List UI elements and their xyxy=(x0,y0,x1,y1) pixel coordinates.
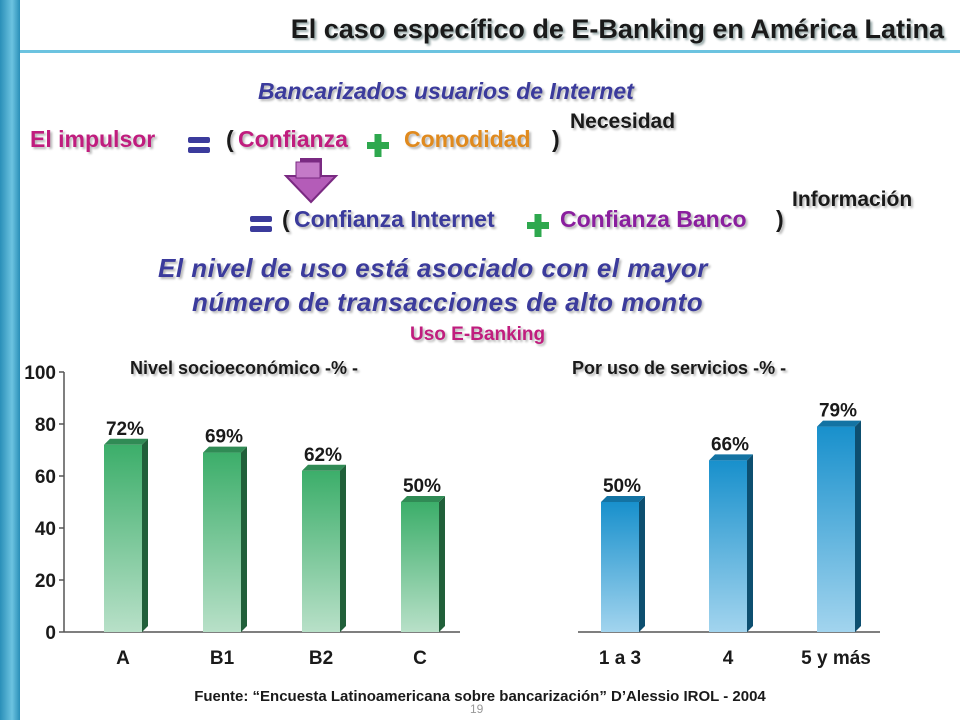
eq2-close-paren: ) xyxy=(776,206,784,232)
page-number: 19 xyxy=(470,702,484,716)
eq1-comodidad: Comodidad xyxy=(404,126,531,152)
bar-top xyxy=(401,496,445,502)
data-label: 50% xyxy=(603,476,641,497)
plus-icon xyxy=(527,214,549,237)
source-note: Fuente: “Encuesta Latinoamericana sobre … xyxy=(194,688,766,705)
bar-side xyxy=(340,464,346,632)
sidebar-stripe xyxy=(0,0,20,720)
y-tick-label: 0 xyxy=(45,623,56,644)
subtitle: Bancarizados usuarios de Internet xyxy=(258,78,634,104)
category-label: 5 y más xyxy=(801,648,871,669)
category-label: C xyxy=(413,648,427,669)
category-label: 4 xyxy=(723,648,734,669)
y-tick-label: 40 xyxy=(35,519,56,540)
section-label-uso-ebanking: Uso E-Banking xyxy=(410,324,546,345)
eq2-open-paren: ( xyxy=(282,206,290,232)
bar-a xyxy=(104,444,142,632)
bar-side xyxy=(639,496,645,632)
equals-icon xyxy=(188,137,210,153)
chart-nivel-socioeconomico: 0 20 40 60 80 100 72% A 69% B1 62% B2 50% C xyxy=(24,363,460,669)
data-label: 69% xyxy=(205,427,243,448)
category-label: B2 xyxy=(309,648,333,669)
data-label: 66% xyxy=(711,434,749,455)
eq1-superscript-necesidad: Necesidad xyxy=(570,110,676,133)
data-label: 62% xyxy=(304,445,342,466)
eq1-open-paren: ( xyxy=(226,126,234,152)
bar-b1 xyxy=(203,452,241,632)
data-label: 50% xyxy=(403,476,441,497)
bar-top xyxy=(302,464,346,471)
bar-1-a-3 xyxy=(601,502,639,632)
bar-top xyxy=(709,454,753,461)
eq2-confianza-internet: Confianza Internet xyxy=(294,206,495,232)
bar-top xyxy=(203,446,247,453)
impulsor-label: El impulsor xyxy=(30,126,156,152)
title-divider xyxy=(20,50,960,53)
bar-b2 xyxy=(302,470,340,632)
bar-top xyxy=(104,438,148,445)
chart2-title: Por uso de servicios -% - xyxy=(572,358,787,378)
eq2-superscript-informacion: Información xyxy=(792,188,913,211)
category-label: 1 a 3 xyxy=(599,648,641,669)
bar-side xyxy=(855,420,861,632)
category-label: A xyxy=(116,648,130,669)
data-label: 79% xyxy=(819,401,857,422)
bar-side xyxy=(747,454,753,632)
eq1-close-paren: ) xyxy=(552,126,560,152)
eq1-confianza: Confianza xyxy=(238,126,348,152)
eq2-confianza-banco: Confianza Banco xyxy=(560,206,747,232)
statement-line1: El nivel de uso está asociado con el may… xyxy=(158,253,708,283)
bar-c xyxy=(401,502,439,632)
bar-side xyxy=(241,446,247,632)
bar-side xyxy=(439,496,445,632)
slide-title: El caso específico de E-Banking en Améri… xyxy=(290,14,944,44)
plus-icon xyxy=(367,134,389,157)
bar-5-y-más xyxy=(817,426,855,632)
y-tick-label: 100 xyxy=(24,363,56,384)
bar-side xyxy=(142,438,148,632)
chart1-title: Nivel socioeconómico -% - xyxy=(130,358,359,378)
equals-icon xyxy=(250,216,272,232)
bar-4 xyxy=(709,460,747,632)
y-tick-label: 60 xyxy=(35,467,56,488)
data-label: 72% xyxy=(106,419,144,440)
bar-top xyxy=(601,496,645,502)
bar-top xyxy=(817,420,861,427)
y-tick-label: 20 xyxy=(35,571,56,592)
chart-uso-servicios: 50% 1 a 3 66% 4 79% 5 y más xyxy=(578,401,880,669)
category-label: B1 xyxy=(210,648,235,669)
down-arrow-icon xyxy=(283,158,339,204)
y-tick-label: 80 xyxy=(35,415,56,436)
statement-line2: número de transacciones de alto monto xyxy=(192,287,704,317)
